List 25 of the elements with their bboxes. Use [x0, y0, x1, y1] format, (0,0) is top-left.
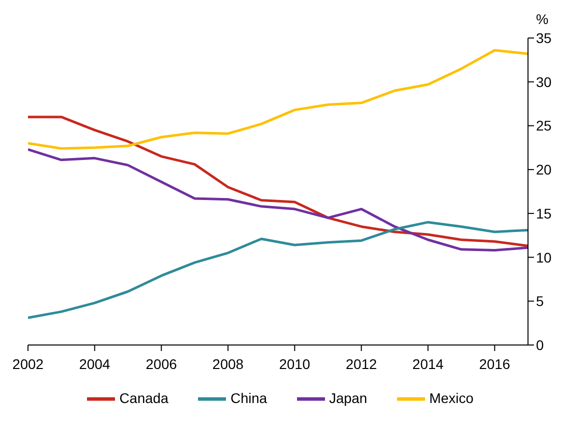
- y-tick-label: 10: [536, 249, 552, 266]
- legend-label: Japan: [329, 390, 368, 406]
- line-series: [28, 116, 528, 248]
- legend-label: China: [230, 390, 268, 406]
- x-tick-label: 2014: [412, 356, 444, 372]
- y-tick-label: 15: [536, 205, 552, 222]
- y-tick-label: 20: [536, 162, 552, 178]
- y-tick-label: 25: [536, 118, 552, 134]
- y-tick-label: 30: [536, 74, 552, 90]
- x-tick-label: 2012: [346, 356, 378, 372]
- line-series: [28, 49, 528, 150]
- x-tick-label: 2016: [479, 356, 510, 372]
- y-axis-title: %: [536, 11, 548, 27]
- y-tick-label: 5: [536, 293, 544, 310]
- x-tick-label: 2002: [12, 356, 44, 372]
- legend-label: Mexico: [429, 390, 474, 406]
- x-tick-label: 2006: [146, 356, 178, 372]
- x-tick-label: 2004: [79, 356, 110, 372]
- y-tick-label: 35: [536, 30, 552, 46]
- y-tick-label: 0: [536, 336, 544, 353]
- x-tick-label: 2010: [279, 356, 310, 372]
- legend-label: Canada: [119, 390, 168, 406]
- line-series: [28, 148, 528, 252]
- line-series: [28, 220, 528, 320]
- x-tick-label: 2008: [212, 356, 244, 372]
